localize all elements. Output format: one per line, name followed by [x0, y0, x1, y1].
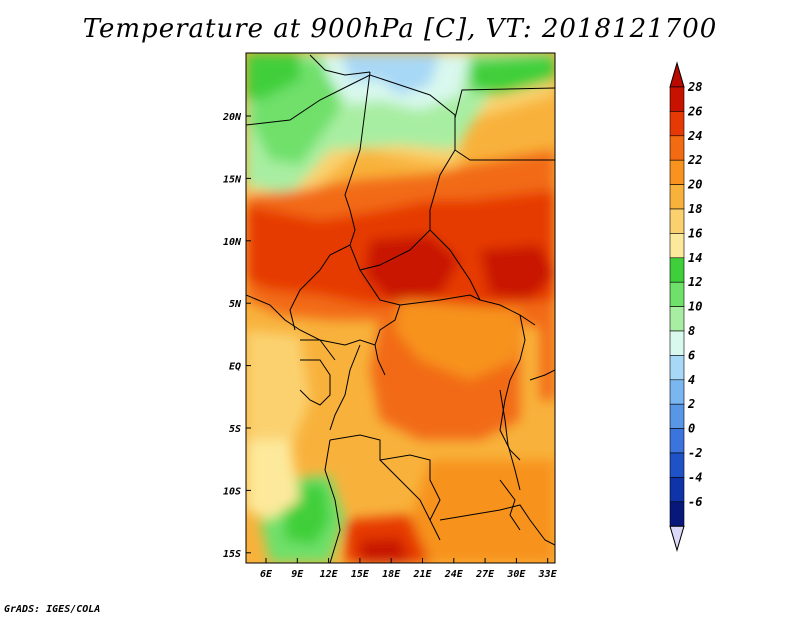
colorbar-swatch	[669, 355, 685, 381]
colorbar-swatch	[669, 428, 685, 454]
colorbar-label: 6	[688, 348, 695, 362]
map-frame	[245, 52, 556, 564]
lon-tick-label: 6E	[260, 569, 273, 580]
colorbar-swatch	[669, 257, 685, 283]
lat-tick-label: 5N	[229, 299, 242, 310]
lon-tick-label: 30E	[506, 569, 526, 580]
colorbar-label: 12	[688, 275, 702, 289]
colorbar-label: 26	[687, 104, 702, 118]
colorbar-swatch	[669, 111, 685, 137]
lon-tick-label: 15E	[351, 569, 370, 580]
lon-tick-label: 18E	[382, 569, 401, 580]
colorbar-label: 4	[688, 373, 695, 387]
colorbar-label: 2	[687, 397, 695, 411]
latitude-axis: 20N 15N 10N 5N EQ 5S 10S 15S	[222, 112, 251, 560]
colorbar-label: -4	[688, 470, 702, 484]
colorbar-label: -6	[688, 495, 702, 509]
colorbar-swatch	[669, 477, 685, 503]
colorbar-swatch	[669, 501, 685, 527]
lon-tick-label: 21E	[412, 569, 432, 580]
lon-tick-label: 9E	[291, 569, 304, 580]
colorbar-label: 10	[688, 300, 702, 314]
colorbar-swatch	[669, 379, 685, 405]
lat-tick-label: 5S	[229, 424, 241, 435]
lon-tick-label: 24E	[444, 569, 464, 580]
lat-tick-label: 20N	[222, 112, 242, 123]
colorbar-label: 0	[688, 422, 695, 436]
longitude-axis: 6E 9E 12E 15E 18E 21E 24E 27E 30E 33E	[260, 558, 558, 580]
temperature-field	[246, 53, 555, 563]
colorbar-label: 24	[687, 129, 702, 143]
lon-tick-label: 27E	[475, 569, 495, 580]
lat-tick-label: 15N	[223, 174, 242, 185]
lon-tick-label: 12E	[320, 569, 339, 580]
colorbar-swatch	[669, 452, 685, 478]
lat-tick-label: 10N	[223, 237, 242, 248]
colorbar-label: 16	[688, 226, 702, 240]
colorbar-label: 28	[687, 80, 702, 94]
colorbar-swatch	[669, 159, 685, 185]
colorbar-top-arrow	[669, 61, 685, 88]
colorbar-swatch	[669, 208, 685, 234]
lon-tick-label: 33E	[538, 569, 558, 580]
colorbar-label: 22	[687, 153, 702, 167]
colorbar-label: 8	[688, 324, 695, 338]
colorbar-swatch	[669, 306, 685, 332]
country-borders	[246, 54, 555, 563]
colorbar-swatch	[669, 281, 685, 307]
lat-tick-label: EQ	[229, 362, 241, 373]
footer-credit: GrADS: IGES/COLA	[4, 604, 101, 615]
colorbar-swatch	[669, 330, 685, 356]
colorbar-label: 18	[688, 202, 702, 216]
colorbar-bottom-arrow	[669, 525, 685, 552]
colorbar-label: -2	[688, 446, 702, 460]
colorbar-label: 14	[688, 251, 702, 265]
lat-tick-label: 10S	[223, 486, 241, 497]
colorbar-swatch	[669, 403, 685, 429]
colorbar-swatch	[669, 135, 685, 161]
chart-title: Temperature at 900hPa [C], VT: 201812170…	[82, 14, 718, 44]
colorbar-swatch	[669, 233, 685, 259]
colorbar-label: 20	[687, 178, 702, 192]
colorbar-swatch	[669, 86, 685, 112]
lat-tick-label: 15S	[223, 549, 241, 560]
colorbar-swatch	[669, 184, 685, 210]
